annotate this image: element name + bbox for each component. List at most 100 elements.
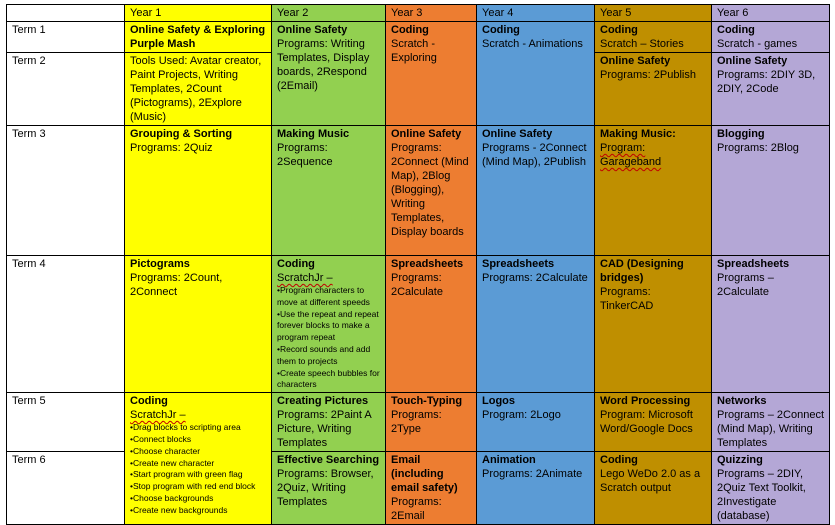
year-header: Year 5	[594, 4, 712, 22]
cell-title: Online Safety & Exploring Purple Mash	[130, 24, 266, 50]
cell-term1-year3: Coding Scratch - Exploring	[385, 21, 477, 126]
bullet-list: Program characters to move at different …	[277, 285, 380, 391]
cell-term4-year1: Pictograms Programs: 2Count, 2Connect	[124, 254, 272, 394]
cell-term4-year2: Coding ScratchJr – Program characters to …	[271, 254, 386, 394]
list-item: Create new backgrounds	[130, 505, 266, 517]
list-item: Program characters to move at different …	[277, 285, 380, 309]
year-header: Year 3	[385, 4, 477, 22]
cell-term1-year6: Coding Scratch - games	[711, 21, 830, 53]
cell-text: Programs: 2Type	[391, 409, 442, 436]
cell-term1-year5: Coding Scratch – Stories	[594, 21, 712, 53]
cell-term3-year5: Making Music: Program: Garageband	[594, 125, 712, 256]
header-row: Year 1 Year 2 Year 3 Year 4 Year 5 Year …	[6, 4, 830, 22]
cell-text: Programs: 2Publish	[600, 69, 696, 81]
cell-text: Programs: 2Quiz	[130, 142, 213, 154]
term-label: Term 1	[6, 21, 125, 53]
list-item: Record sounds and add them to projects	[277, 344, 380, 368]
cell-text: Programs: Writing Templates, Display boa…	[277, 38, 370, 92]
cell-text: Programs: TinkerCAD	[600, 286, 654, 312]
cell-title: Creating Pictures	[277, 395, 369, 408]
list-item: Connect blocks	[130, 434, 266, 446]
cell-text: Programs: 2Paint A Picture, Writing Temp…	[277, 409, 372, 450]
cell-text: Programs - 2Connect (Mind Map), 2Publish	[482, 142, 587, 168]
cell-text: Lego WeDo 2.0 as a Scratch output	[600, 468, 701, 495]
cell-term6-year2: Effective Searching Programs: Browser, 2Q…	[271, 451, 386, 525]
cell-term2-year1: Tools Used: Avatar creator, Paint Projec…	[124, 52, 272, 126]
cell-term5-year2: Creating Pictures Programs: 2Paint A Pict…	[271, 392, 386, 453]
cell-title: Online Safety	[600, 55, 671, 67]
cell-title: Grouping & Sorting	[130, 128, 233, 140]
cell-term5-year5: Word Processing Program: Microsoft Word/G…	[594, 392, 712, 453]
list-item: Create speech bubbles for characters	[277, 368, 380, 392]
cell-title: Animation	[482, 454, 536, 467]
list-item: Choose backgrounds	[130, 493, 266, 505]
cell-title: Spreadsheets	[717, 258, 790, 270]
cell-title: Touch-Typing	[391, 395, 463, 408]
cell-term6-year3: Email (including email safety) Programs: …	[385, 451, 477, 525]
cell-term5-year6: Networks Programs – 2Connect (Mind Map), …	[711, 392, 830, 453]
cell-text: Scratch - games	[717, 38, 798, 50]
term-label: Term 5	[6, 392, 125, 453]
cell-title: Spreadsheets	[391, 258, 464, 270]
cell-title: Email (including email safety)	[391, 454, 458, 495]
cell-text: Programs: Browser, 2Quiz, Writing Templa…	[277, 468, 374, 509]
cell-text: Programs: 2Calculate	[482, 272, 588, 284]
table-row: Term 1 Online Safety & Exploring Purple …	[6, 21, 830, 126]
cell-term5-year3: Touch-Typing Programs: 2Type	[385, 392, 477, 453]
cell-text: Programs: 2Animate	[482, 468, 583, 481]
cell-title: Coding	[482, 24, 520, 36]
term-label: Term 3	[6, 125, 125, 256]
table-row: Term 3 Grouping & Sorting Programs: 2Quiz…	[6, 125, 830, 256]
term-label: Term 2	[6, 52, 125, 126]
cell-term4-year4: Spreadsheets Programs: 2Calculate	[476, 254, 595, 394]
cell-text: Tools Used: Avatar creator, Paint Projec…	[130, 55, 262, 123]
cell-term6-year6: Quizzing Programs – 2DIY, 2Quiz Text Tool…	[711, 451, 830, 525]
cell-term3-year1: Grouping & Sorting Programs: 2Quiz	[124, 125, 272, 256]
cell-text: Program: Microsoft Word/Google Docs	[600, 409, 693, 436]
cell-text: ScratchJr –	[277, 272, 333, 284]
list-item: Stop program with red end block	[130, 481, 266, 493]
list-item: Choose character	[130, 446, 266, 458]
cell-term6-year4: Animation Programs: 2Animate	[476, 451, 595, 525]
list-item: Use the repeat and repeat forever blocks…	[277, 309, 380, 344]
cell-text: Programs – 2Connect (Mind Map), Writing …	[717, 409, 824, 450]
year-header: Year 2	[271, 4, 386, 22]
cell-term6-year5: Coding Lego WeDo 2.0 as a Scratch output	[594, 451, 712, 525]
cell-term3-year6: Blogging Programs: 2Blog	[711, 125, 830, 256]
cell-term3-year2: Making Music Programs: 2Sequence	[271, 125, 386, 256]
table-row: Term 4 Pictograms Programs: 2Count, 2Conn…	[6, 254, 830, 394]
cell-term1-year1: Online Safety & Exploring Purple Mash	[124, 21, 272, 53]
cell-text: Scratch - Animations	[482, 38, 583, 50]
cell-text: Programs: 2Calculate	[391, 272, 443, 298]
cell-term2-year6: Online Safety Programs: 2DIY 3D, 2DIY, 2C…	[711, 52, 830, 126]
cell-title: Online Safety	[482, 128, 553, 140]
cell-title: Coding	[130, 395, 168, 408]
cell-title: Spreadsheets	[482, 258, 555, 270]
curriculum-table: Year 1 Year 2 Year 3 Year 4 Year 5 Year …	[6, 4, 830, 525]
cell-title: Coding	[717, 24, 755, 36]
table-row: Term 2 Tools Used: Avatar creator, Paint…	[6, 52, 830, 126]
cell-text: Programs: 2Count, 2Connect	[130, 272, 223, 298]
corner-cell	[6, 4, 125, 22]
year-header: Year 4	[476, 4, 595, 22]
cell-title: Effective Searching	[277, 454, 380, 467]
cell-text: Programs: 2Sequence	[277, 142, 333, 168]
term-label: Term 6	[6, 451, 125, 525]
cell-term4-year6: Spreadsheets Programs – 2Calculate	[711, 254, 830, 394]
cell-title: Online Safety	[717, 55, 788, 67]
list-item: Start program with green flag	[130, 469, 266, 481]
cell-term1-year2: Online Safety Programs: Writing Templates…	[271, 21, 386, 126]
cell-text: Programs: 2Connect (Mind Map), 2Blog (Bl…	[391, 142, 469, 238]
cell-title: Pictograms	[130, 258, 190, 270]
cell-term4-year3: Spreadsheets Programs: 2Calculate	[385, 254, 477, 394]
cell-term3-year3: Online Safety Programs: 2Connect (Mind Ma…	[385, 125, 477, 256]
cell-term2-year5: Online Safety Programs: 2Publish	[594, 52, 712, 126]
cell-title: Making Music:	[600, 128, 676, 140]
year-header: Year 1	[124, 4, 272, 22]
bullet-list: Drag blocks to scripting area Connect bl…	[130, 422, 266, 516]
cell-title: Coding	[277, 258, 315, 270]
cell-title: Online Safety	[277, 24, 348, 36]
cell-title: Word Processing	[600, 395, 691, 408]
